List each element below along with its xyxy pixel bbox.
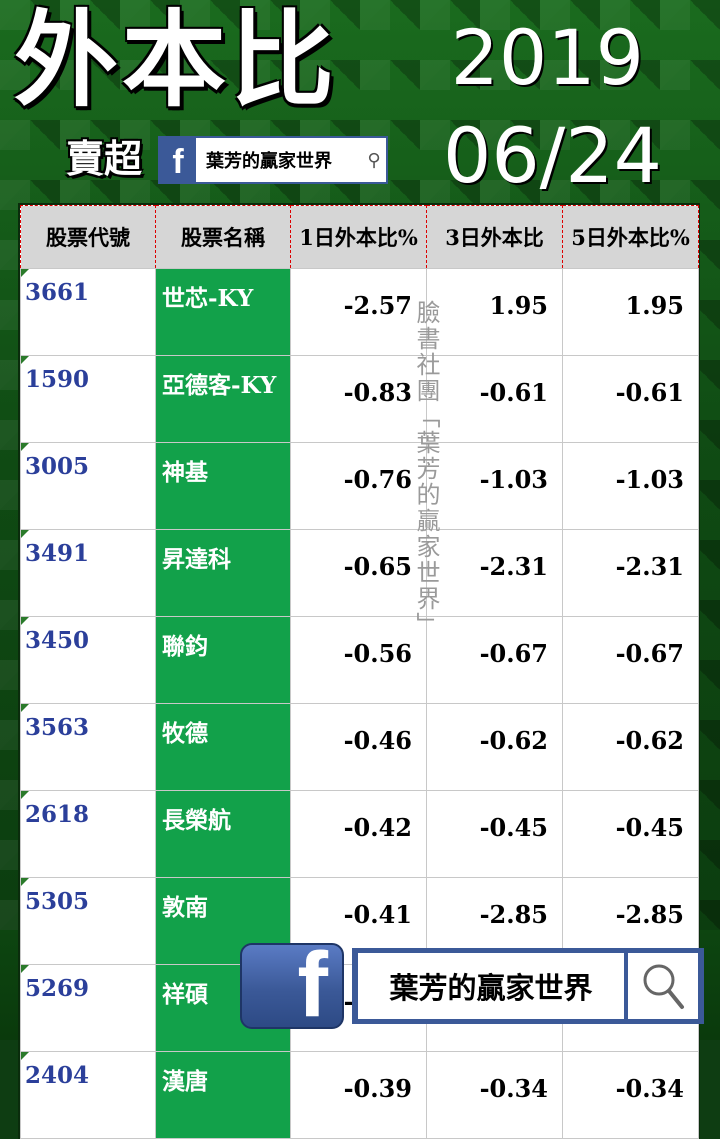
ratio-1day-cell: -0.39	[290, 1051, 427, 1139]
stock-name-cell: 神基	[155, 442, 291, 530]
table-row: 3450 聯鈞 -0.56 -0.67 -0.67	[20, 616, 699, 704]
page-subtitle: 賣超	[66, 137, 143, 181]
facebook-banner[interactable]: f 葉芳的贏家世界	[240, 939, 710, 1031]
stock-code-cell: 3661	[20, 268, 156, 356]
ratio-5day-cell: -2.31	[562, 529, 699, 617]
ratio-1day-cell: -0.76	[290, 442, 427, 530]
stock-name-cell: 漢唐	[155, 1051, 291, 1139]
ratio-3day-cell: -0.34	[426, 1051, 563, 1139]
ratio-5day-cell: -0.67	[562, 616, 699, 704]
date-year: 2019	[450, 13, 644, 102]
stock-name-cell: 聯鈞	[155, 616, 291, 704]
facebook-icon: f	[160, 138, 196, 182]
stock-name-cell: 昇達科	[155, 529, 291, 617]
column-header-name: 股票名稱	[155, 205, 291, 269]
ratio-1day-cell: -0.46	[290, 703, 427, 791]
ratio-3day-cell: -0.62	[426, 703, 563, 791]
ratio-5day-cell: -0.61	[562, 355, 699, 443]
table-row: 2404 漢唐 -0.39 -0.34 -0.34	[20, 1051, 699, 1139]
table-row: 3005 神基 -0.76 -1.03 -1.03	[20, 442, 699, 530]
ratio-3day-cell: -1.03	[426, 442, 563, 530]
ratio-5day-cell: -0.34	[562, 1051, 699, 1139]
ratio-1day-cell: -0.56	[290, 616, 427, 704]
table-row: 1590 亞德客-KY -0.83 -0.61 -0.61	[20, 355, 699, 443]
ratio-1day-cell: -0.65	[290, 529, 427, 617]
stock-name-cell: 牧德	[155, 703, 291, 791]
column-header-code: 股票代號	[20, 205, 156, 269]
search-icon[interactable]: ⚲	[367, 149, 381, 171]
ratio-5day-cell: 1.95	[562, 268, 699, 356]
table-row: 3491 昇達科 -0.65 -2.31 -2.31	[20, 529, 699, 617]
ratio-3day-cell: -0.61	[426, 355, 563, 443]
ratio-1day-cell: -0.42	[290, 790, 427, 878]
stock-name-cell: 亞德客-KY	[155, 355, 291, 443]
table-row: 3563 牧德 -0.46 -0.62 -0.62	[20, 703, 699, 791]
ratio-1day-cell: -0.83	[290, 355, 427, 443]
table-row: 3661 世芯-KY -2.57 1.95 1.95	[20, 268, 699, 356]
stock-code-cell: 3450	[20, 616, 156, 704]
ratio-3day-cell: -0.67	[426, 616, 563, 704]
facebook-search-bar-small[interactable]: f 葉芳的贏家世界 ⚲	[158, 136, 388, 184]
facebook-page-name[interactable]: 葉芳的贏家世界	[358, 953, 624, 1019]
column-header-5day: 5日外本比%	[562, 205, 699, 269]
stock-code-cell: 3563	[20, 703, 156, 791]
stock-code-cell: 2404	[20, 1051, 156, 1139]
facebook-search-bar[interactable]: 葉芳的贏家世界	[352, 948, 704, 1024]
ratio-5day-cell: -1.03	[562, 442, 699, 530]
page-title: 外本比	[14, 0, 339, 121]
ratio-3day-cell: -2.31	[426, 529, 563, 617]
stock-code-cell: 2618	[20, 790, 156, 878]
stock-code-cell: 5305	[20, 877, 156, 965]
stock-code-cell: 5269	[20, 964, 156, 1052]
stock-name-cell: 長榮航	[155, 790, 291, 878]
column-header-3day: 3日外本比	[426, 205, 563, 269]
stock-code-cell: 1590	[20, 355, 156, 443]
table-row: 2618 長榮航 -0.42 -0.45 -0.45	[20, 790, 699, 878]
facebook-page-name-small: 葉芳的贏家世界	[206, 151, 332, 172]
table-row: 5305 敦南 -0.41 -2.85 -2.85	[20, 877, 699, 965]
date-day: 06/24	[442, 111, 662, 200]
stock-code-cell: 3005	[20, 442, 156, 530]
stock-code-cell: 3491	[20, 529, 156, 617]
ratio-1day-cell: -2.57	[290, 268, 427, 356]
table-header-row: 股票代號 股票名稱 1日外本比% 3日外本比 5日外本比%	[20, 205, 699, 269]
column-header-1day: 1日外本比%	[290, 205, 427, 269]
ratio-5day-cell: -0.45	[562, 790, 699, 878]
ratio-3day-cell: -0.45	[426, 790, 563, 878]
ratio-5day-cell: -0.62	[562, 703, 699, 791]
facebook-icon-large[interactable]: f	[240, 939, 344, 1031]
search-icon[interactable]	[628, 953, 698, 1019]
stock-name-cell: 世芯-KY	[155, 268, 291, 356]
ratio-3day-cell: 1.95	[426, 268, 563, 356]
